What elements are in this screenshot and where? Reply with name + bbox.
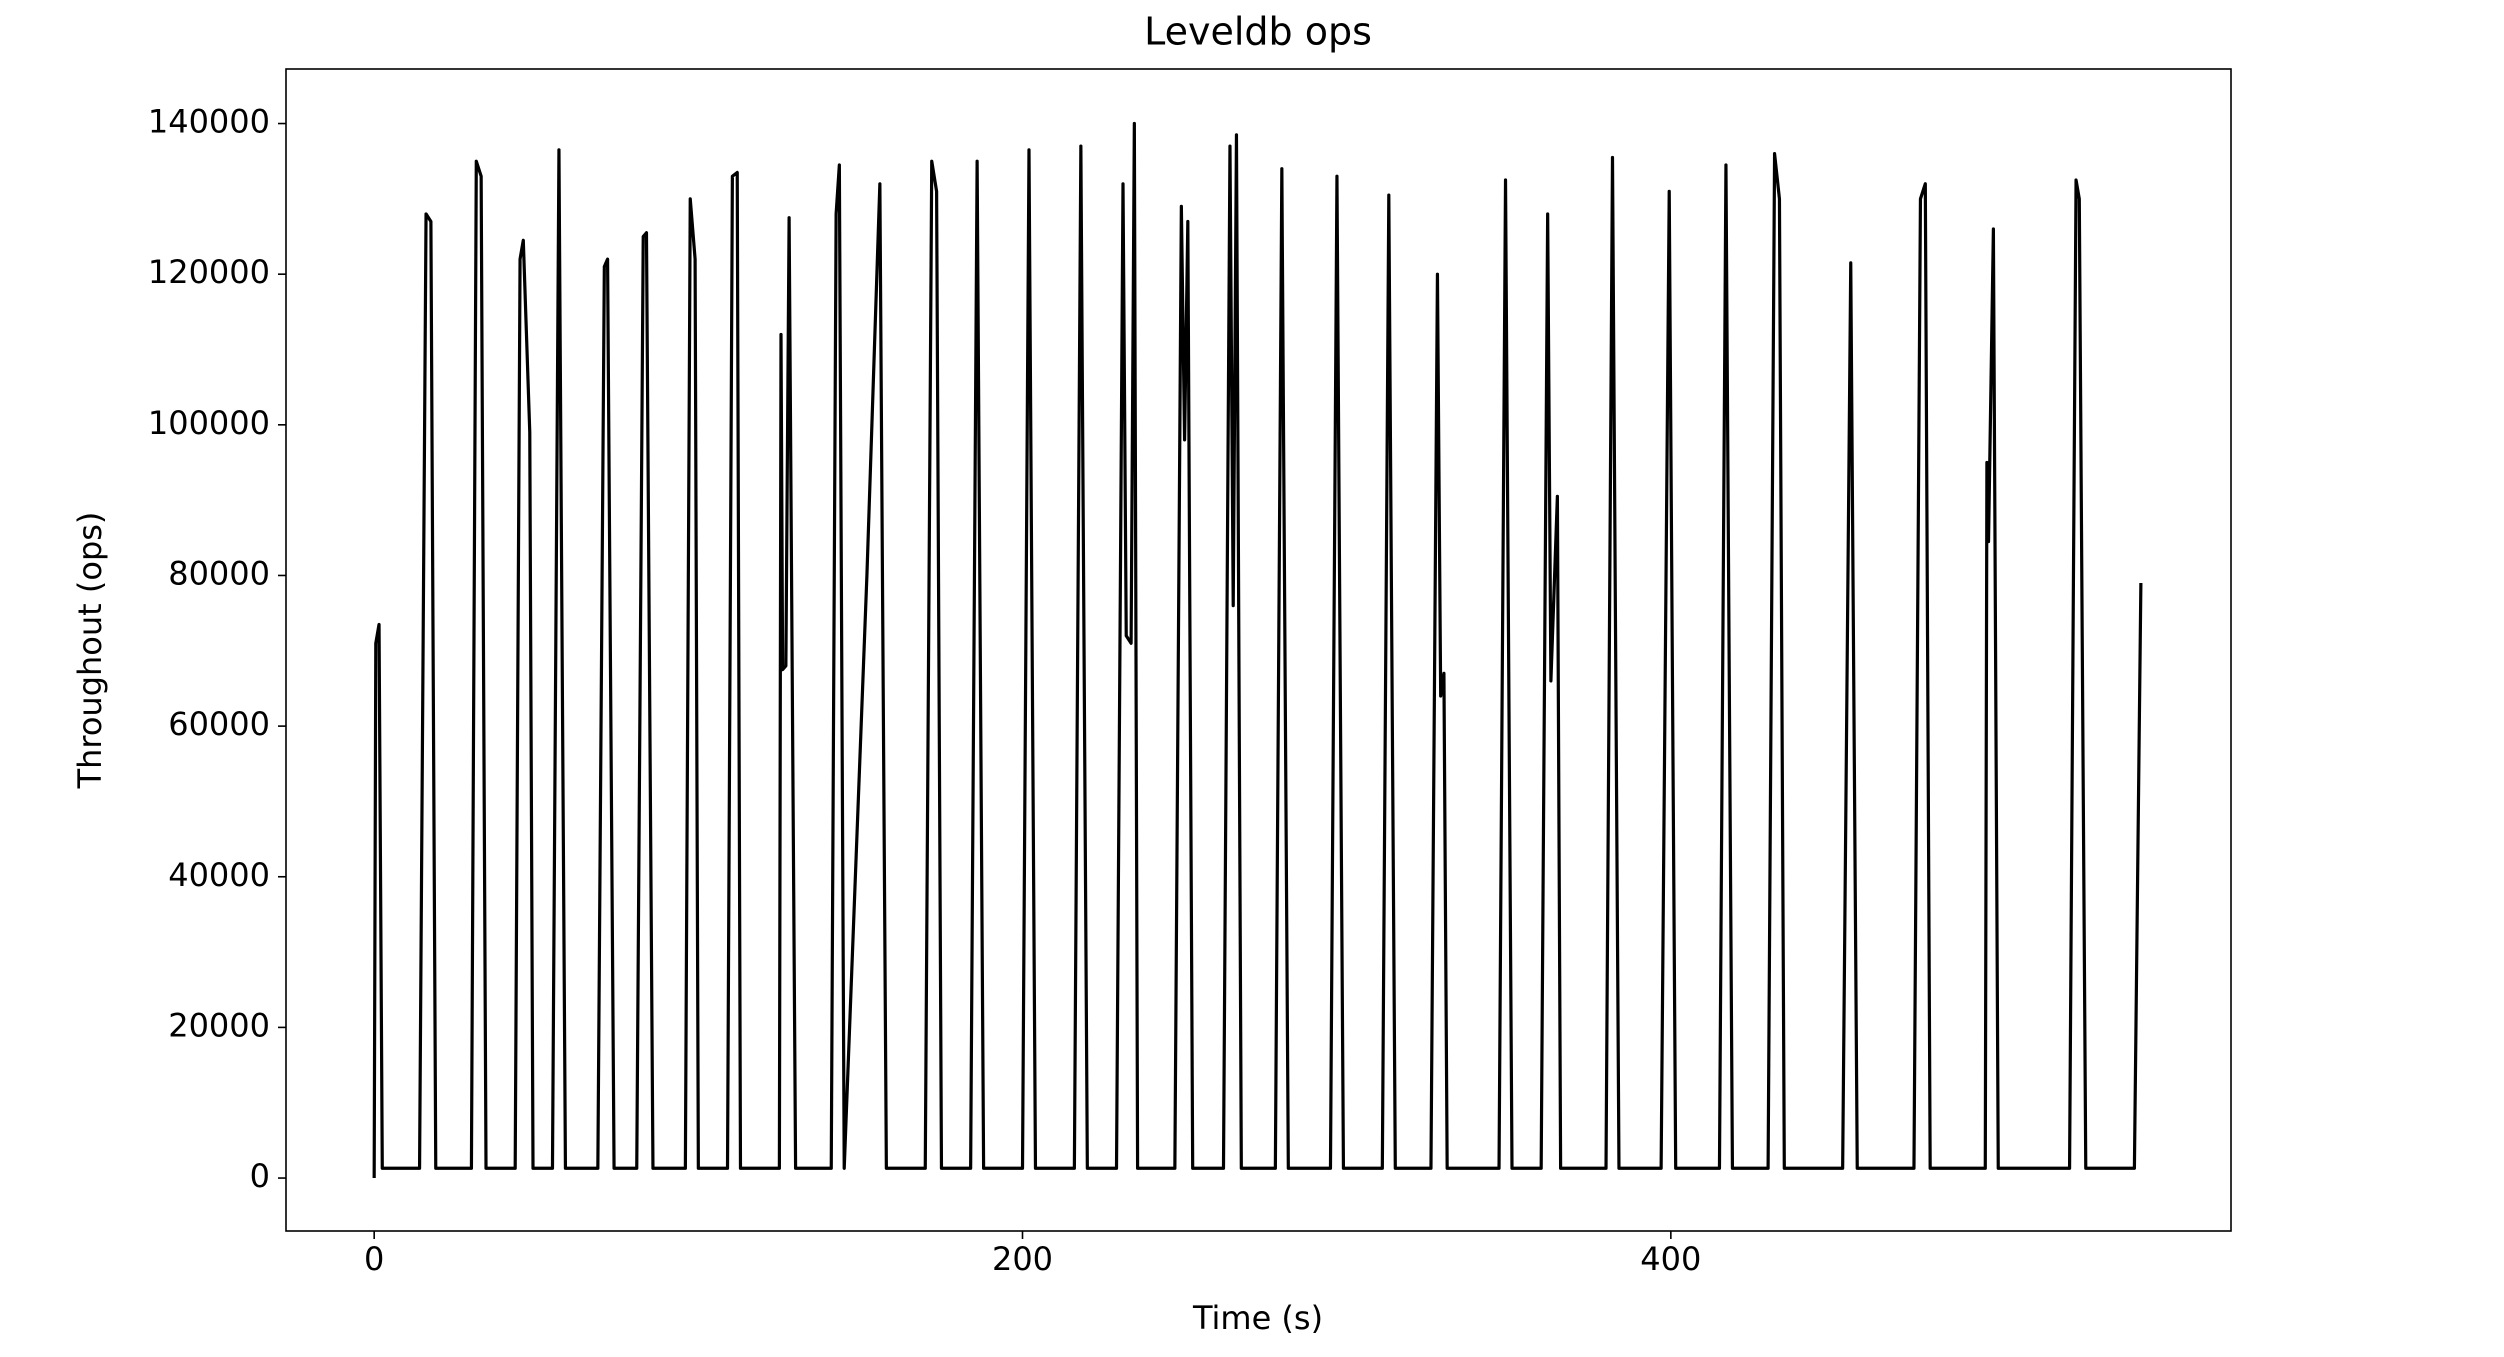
y-axis-label: Throughout (ops) xyxy=(71,512,109,790)
x-tick-label: 0 xyxy=(364,1240,384,1278)
y-tick-label: 20000 xyxy=(168,1006,270,1044)
y-tick-label: 40000 xyxy=(168,856,270,894)
x-axis-label: Time (s) xyxy=(1192,1299,1323,1337)
y-tick-label: 80000 xyxy=(168,554,270,592)
y-tick-label: 100000 xyxy=(148,404,270,442)
plot-frame xyxy=(285,68,2232,1232)
chart-title: Leveldb ops xyxy=(1144,10,1372,54)
y-tick-label: 60000 xyxy=(168,705,270,743)
y-tick-label: 0 xyxy=(250,1157,270,1195)
data-line xyxy=(372,121,2143,1179)
x-tick-label: 200 xyxy=(992,1240,1053,1278)
y-tick-label: 140000 xyxy=(148,103,270,141)
x-tick-label: 400 xyxy=(1640,1240,1701,1278)
y-tick-label: 120000 xyxy=(148,253,270,291)
